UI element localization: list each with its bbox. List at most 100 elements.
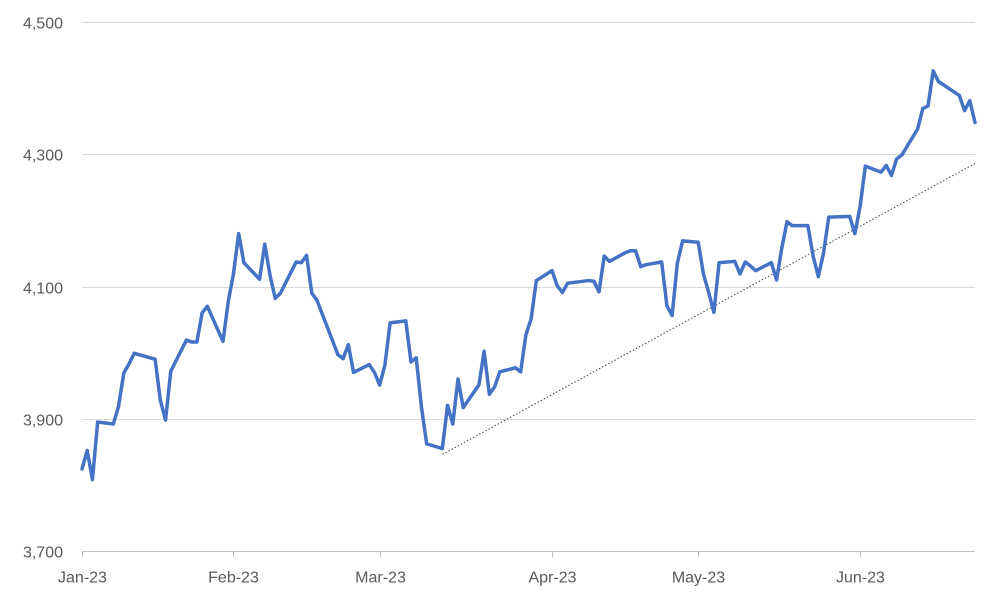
data-point: [738, 272, 742, 276]
data-point: [195, 340, 199, 344]
data-point: [717, 261, 721, 265]
data-point: [806, 224, 810, 228]
x-tick-label: Jan-23: [58, 570, 107, 587]
y-tick-label: 4,100: [23, 281, 63, 298]
data-point: [226, 300, 230, 304]
data-point: [743, 260, 747, 264]
data-point: [733, 259, 737, 263]
x-axis-tick-labels: Jan-23 Feb-23 Mar-23 Apr-23 May-23 Jun-23: [58, 570, 885, 587]
data-point: [889, 173, 894, 178]
data-point: [707, 290, 711, 295]
data-point: [153, 357, 157, 361]
data-point: [409, 360, 413, 364]
data-point: [419, 405, 424, 409]
data-point: [487, 392, 491, 396]
gridlines: [82, 22, 975, 420]
data-point: [184, 338, 189, 342]
data-point: [529, 317, 533, 321]
x-tick-label: Feb-23: [208, 570, 259, 587]
data-point: [827, 215, 831, 219]
data-point: [221, 339, 225, 343]
data-point: [566, 281, 570, 285]
data-point: [96, 420, 100, 424]
data-point: [597, 290, 601, 294]
data-point: [492, 385, 497, 389]
data-point: [931, 69, 935, 73]
data-point: [414, 356, 418, 360]
data-point: [268, 273, 272, 277]
data-point: [973, 120, 977, 125]
data-point: [848, 214, 852, 219]
data-point: [712, 310, 716, 314]
data-point: [602, 254, 606, 258]
data-point: [132, 351, 136, 355]
data-point: [936, 79, 941, 84]
data-point: [513, 366, 518, 370]
data-point: [696, 240, 700, 244]
x-tick-label: May-23: [672, 570, 725, 587]
data-point: [853, 232, 857, 236]
data-point: [524, 333, 528, 337]
data-point: [790, 224, 794, 228]
data-point: [811, 254, 815, 258]
data-point: [242, 261, 246, 265]
data-point: [816, 274, 820, 279]
data-point: [351, 370, 356, 375]
data-point: [670, 314, 674, 318]
data-point: [425, 442, 429, 446]
data-point: [607, 259, 612, 263]
data-point: [341, 356, 345, 361]
data-point: [821, 251, 826, 255]
series-line: [80, 69, 977, 482]
data-point: [680, 239, 685, 243]
data-point: [900, 153, 904, 157]
data-point: [858, 204, 862, 209]
data-point: [592, 279, 596, 283]
data-point: [116, 404, 121, 408]
y-tick-label: 3,700: [23, 545, 63, 562]
data-point: [127, 362, 131, 366]
data-point: [639, 265, 643, 269]
data-point: [278, 291, 283, 295]
data-point: [90, 477, 95, 482]
data-point: [346, 343, 350, 347]
data-point: [555, 284, 559, 288]
data-point: [915, 127, 920, 131]
y-tick-label: 4,300: [23, 148, 63, 165]
data-point: [231, 272, 236, 276]
data-point: [404, 319, 408, 323]
y-tick-label: 4,500: [23, 16, 63, 33]
data-point: [158, 398, 162, 402]
data-point: [482, 349, 486, 353]
data-point: [80, 467, 84, 471]
trendline-layer: [442, 163, 976, 455]
x-tick-label: Mar-23: [355, 570, 406, 587]
data-point: [445, 403, 450, 408]
x-axis: [82, 551, 975, 558]
data-point: [623, 251, 627, 255]
data-point: [895, 157, 899, 161]
data-point: [748, 264, 753, 268]
data-point: [785, 220, 789, 224]
data-point: [477, 383, 481, 387]
data-point: [628, 249, 632, 253]
data-point: [304, 253, 309, 258]
data-point: [660, 260, 664, 264]
data-point: [237, 232, 241, 236]
y-tick-label: 3,900: [23, 413, 63, 430]
data-point: [921, 107, 925, 111]
data-point: [879, 170, 883, 174]
data-point: [633, 249, 638, 253]
data-point: [461, 405, 465, 410]
data-point: [85, 448, 89, 453]
data-point: [310, 291, 314, 295]
data-point: [560, 290, 565, 295]
data-point: [962, 109, 967, 113]
data-point: [534, 278, 538, 283]
data-point: [294, 260, 298, 264]
data-point: [701, 272, 706, 276]
trendline: [442, 163, 976, 455]
data-point: [383, 363, 387, 367]
